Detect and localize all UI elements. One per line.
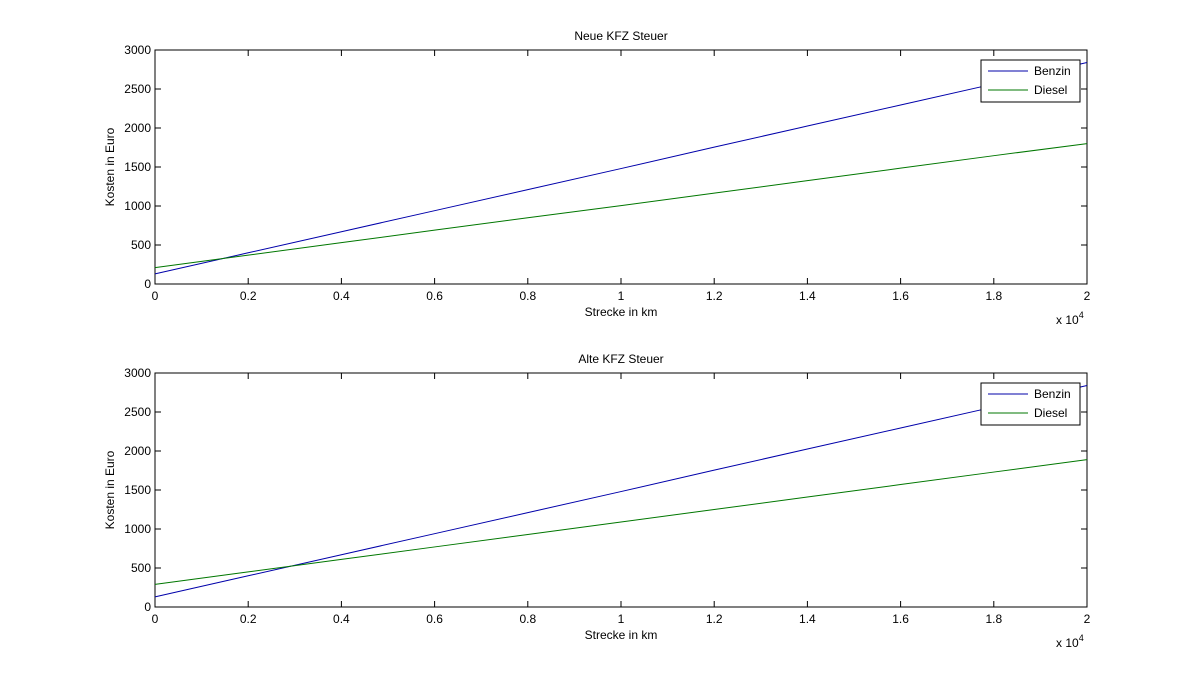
x-tick-label: 1 (618, 289, 625, 303)
line-series (154, 143, 1088, 269)
y-tick-label: 0 (144, 277, 151, 291)
x-multiplier-exponent: 4 (1079, 310, 1084, 320)
x-tick-label: 1.4 (799, 612, 816, 626)
y-tick-label: 3000 (124, 366, 151, 380)
chart-title: Alte KFZ Steuer (578, 352, 663, 366)
x-tick-label: 1.2 (706, 289, 723, 303)
axes-box (154, 372, 1088, 608)
x-tick-label: 1.8 (985, 612, 1002, 626)
y-tick-label: 2500 (124, 82, 151, 96)
x-tick-label: 0 (152, 612, 159, 626)
x-tick-label: 1.2 (706, 612, 723, 626)
legend-box (980, 382, 1081, 426)
y-tick-label: 2000 (124, 121, 151, 135)
y-tick-label: 1000 (124, 199, 151, 213)
chart-title: Neue KFZ Steuer (574, 29, 667, 43)
x-multiplier-exponent: 4 (1079, 633, 1084, 643)
y-tick-label: 2000 (124, 444, 151, 458)
line-series (154, 61, 1088, 275)
y-tick-label: 500 (131, 238, 151, 252)
x-axis-label: Strecke in km (585, 628, 658, 642)
x-tick-label: 1 (618, 612, 625, 626)
x-multiplier-base: x 10 (1056, 636, 1079, 650)
x-tick-label: 0.8 (519, 612, 536, 626)
y-tick-label: 0 (144, 600, 151, 614)
x-tick-label: 1.4 (799, 289, 816, 303)
legend-label: Benzin (1034, 64, 1071, 78)
x-tick-label: 1.6 (892, 289, 909, 303)
line-series (154, 459, 1088, 585)
x-tick-label: 0.4 (333, 612, 350, 626)
y-tick-label: 2500 (124, 405, 151, 419)
x-tick-label: 0.4 (333, 289, 350, 303)
line-series (154, 384, 1088, 598)
legend-label: Benzin (1034, 387, 1071, 401)
y-axis-label: Kosten in Euro (103, 450, 117, 529)
y-tick-label: 500 (131, 561, 151, 575)
y-tick-label: 1500 (124, 160, 151, 174)
x-multiplier: x 104 (1056, 633, 1084, 650)
x-tick-label: 1.8 (985, 289, 1002, 303)
legend-label: Diesel (1034, 83, 1067, 97)
y-tick-label: 3000 (124, 43, 151, 57)
legend-box (980, 59, 1081, 103)
x-tick-label: 1.6 (892, 612, 909, 626)
x-tick-label: 0.8 (519, 289, 536, 303)
x-axis-label: Strecke in km (585, 305, 658, 319)
legend-label: Diesel (1034, 406, 1067, 420)
x-tick-label: 2 (1084, 289, 1091, 303)
x-multiplier-base: x 10 (1056, 313, 1079, 327)
x-tick-label: 0 (152, 289, 159, 303)
x-tick-label: 2 (1084, 612, 1091, 626)
y-tick-label: 1500 (124, 483, 151, 497)
x-tick-label: 0.2 (240, 612, 257, 626)
y-tick-label: 1000 (124, 522, 151, 536)
x-tick-label: 0.6 (426, 612, 443, 626)
axes-box (154, 49, 1088, 285)
x-multiplier: x 104 (1056, 310, 1084, 327)
x-tick-label: 0.2 (240, 289, 257, 303)
x-tick-label: 0.6 (426, 289, 443, 303)
y-axis-label: Kosten in Euro (103, 127, 117, 206)
